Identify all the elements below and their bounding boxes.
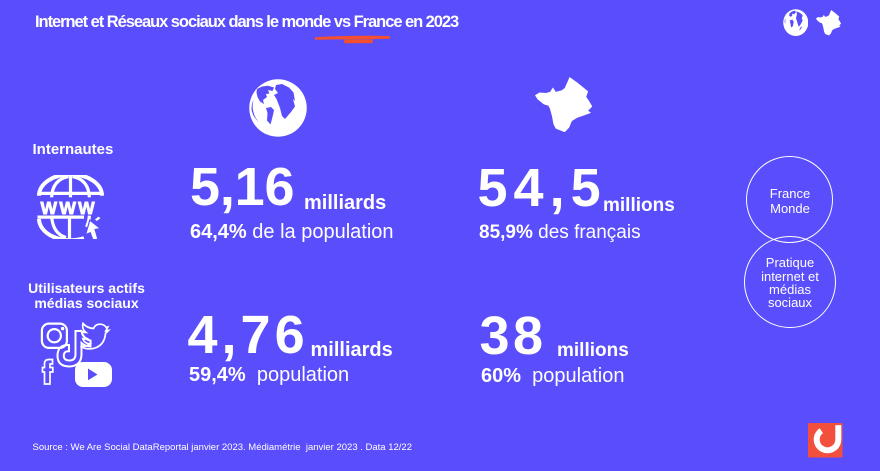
- svg-text:WWW: WWW: [41, 198, 97, 218]
